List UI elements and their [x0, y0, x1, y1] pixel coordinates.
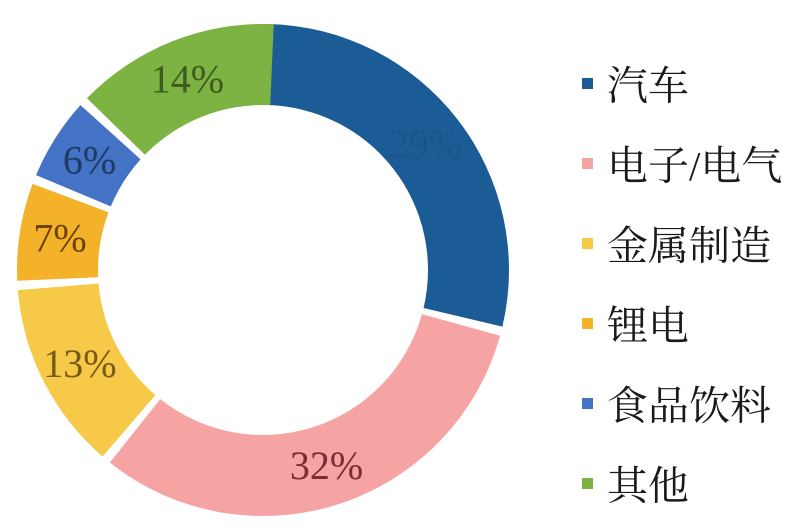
svg-text:13%: 13% — [43, 341, 116, 386]
svg-text:32%: 32% — [290, 443, 363, 488]
svg-text:6%: 6% — [63, 137, 116, 182]
svg-text:14%: 14% — [151, 56, 224, 101]
svg-text:7%: 7% — [33, 215, 86, 260]
svg-text:29%: 29% — [389, 122, 462, 167]
